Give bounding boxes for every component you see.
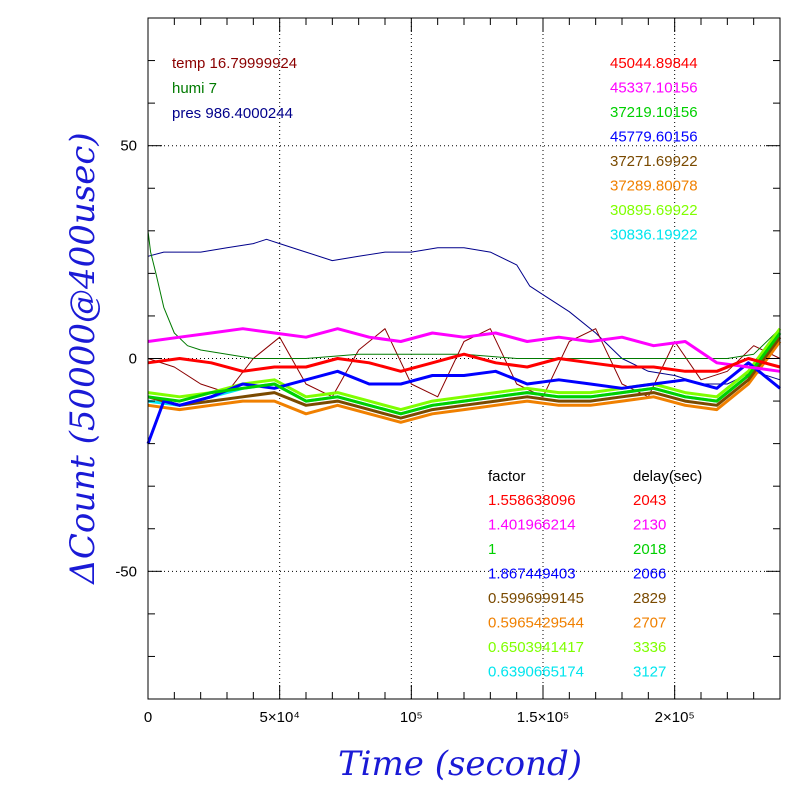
factor-value: 1.401966214 <box>488 517 576 534</box>
series-lines <box>146 230 782 445</box>
env-legend-entry: temp 16.79999924 <box>172 55 297 72</box>
delay-value: 2130 <box>633 517 666 534</box>
count-legend-entry: 37289.80078 <box>610 178 698 195</box>
env-legend: temp 16.79999924 humi 7 pres 986.4000244 <box>172 55 297 122</box>
factor-value: 0.5965429544 <box>488 615 584 632</box>
x-tick-label: 0 <box>144 709 152 726</box>
x-tick-label: 2×10⁵ <box>655 709 695 726</box>
delay-value: 3336 <box>633 639 666 656</box>
env-legend-entry: humi 7 <box>172 80 217 97</box>
y-tick-label: 0 <box>129 351 137 368</box>
factor-value: 1.558638096 <box>488 492 576 509</box>
count-legend-entry: 45337.10156 <box>610 80 698 97</box>
series-line-pres <box>147 238 781 385</box>
series-line <box>147 340 782 424</box>
count-legend-entry: 30895.69922 <box>610 202 698 219</box>
series-line <box>147 352 781 373</box>
delay-value: 2707 <box>633 615 666 632</box>
count-legend-entry: 45779.60156 <box>610 129 698 146</box>
series-line <box>147 336 782 420</box>
factor-header: factor <box>488 468 526 485</box>
tick-labels: 0 5×10⁴ 10⁵ 1.5×10⁵ 2×10⁵ 50 0 -50 <box>115 138 694 726</box>
factor-value: 0.6503941417 <box>488 639 584 656</box>
delay-value: 2043 <box>633 492 666 509</box>
factor-value: 0.5996999145 <box>488 590 584 607</box>
series-line <box>147 327 782 412</box>
factor-value: 1 <box>488 541 496 558</box>
y-tick-label: -50 <box>115 563 137 580</box>
delay-header: delay(sec) <box>633 468 702 485</box>
y-tick-label: 50 <box>120 138 137 155</box>
factor-value: 1.867449403 <box>488 566 576 583</box>
factor-value: 0.6390665174 <box>488 664 584 681</box>
delay-value: 3127 <box>633 664 666 681</box>
x-tick-label: 5×10⁴ <box>260 709 300 726</box>
series-line-humi <box>147 230 781 359</box>
y-axis-title: ΔCount (50000@400usec) <box>63 132 103 585</box>
count-legend-entry: 45044.89844 <box>610 55 698 72</box>
delay-value: 2066 <box>633 566 666 583</box>
x-tick-label: 1.5×10⁵ <box>517 709 570 726</box>
x-tick-label: 10⁵ <box>400 709 423 726</box>
delay-value: 2018 <box>633 541 666 558</box>
count-legend-entry: 37219.10156 <box>610 104 698 121</box>
axis-ticks <box>147 17 781 700</box>
delay-value: 2829 <box>633 590 666 607</box>
series-line <box>147 327 781 373</box>
count-legend-entry: 30836.19922 <box>610 227 698 244</box>
factor-delay-legend: factor delay(sec) 1.558638096 2043 1.40196… <box>488 468 702 681</box>
count-legend: 45044.89844 45337.10156 37219.10156 45779.6… <box>610 55 698 244</box>
x-axis-title: Time (second) <box>338 744 582 784</box>
env-legend-entry: pres 986.4000244 <box>172 105 293 122</box>
series-line <box>147 332 782 416</box>
count-legend-entry: 37271.69922 <box>610 153 698 170</box>
